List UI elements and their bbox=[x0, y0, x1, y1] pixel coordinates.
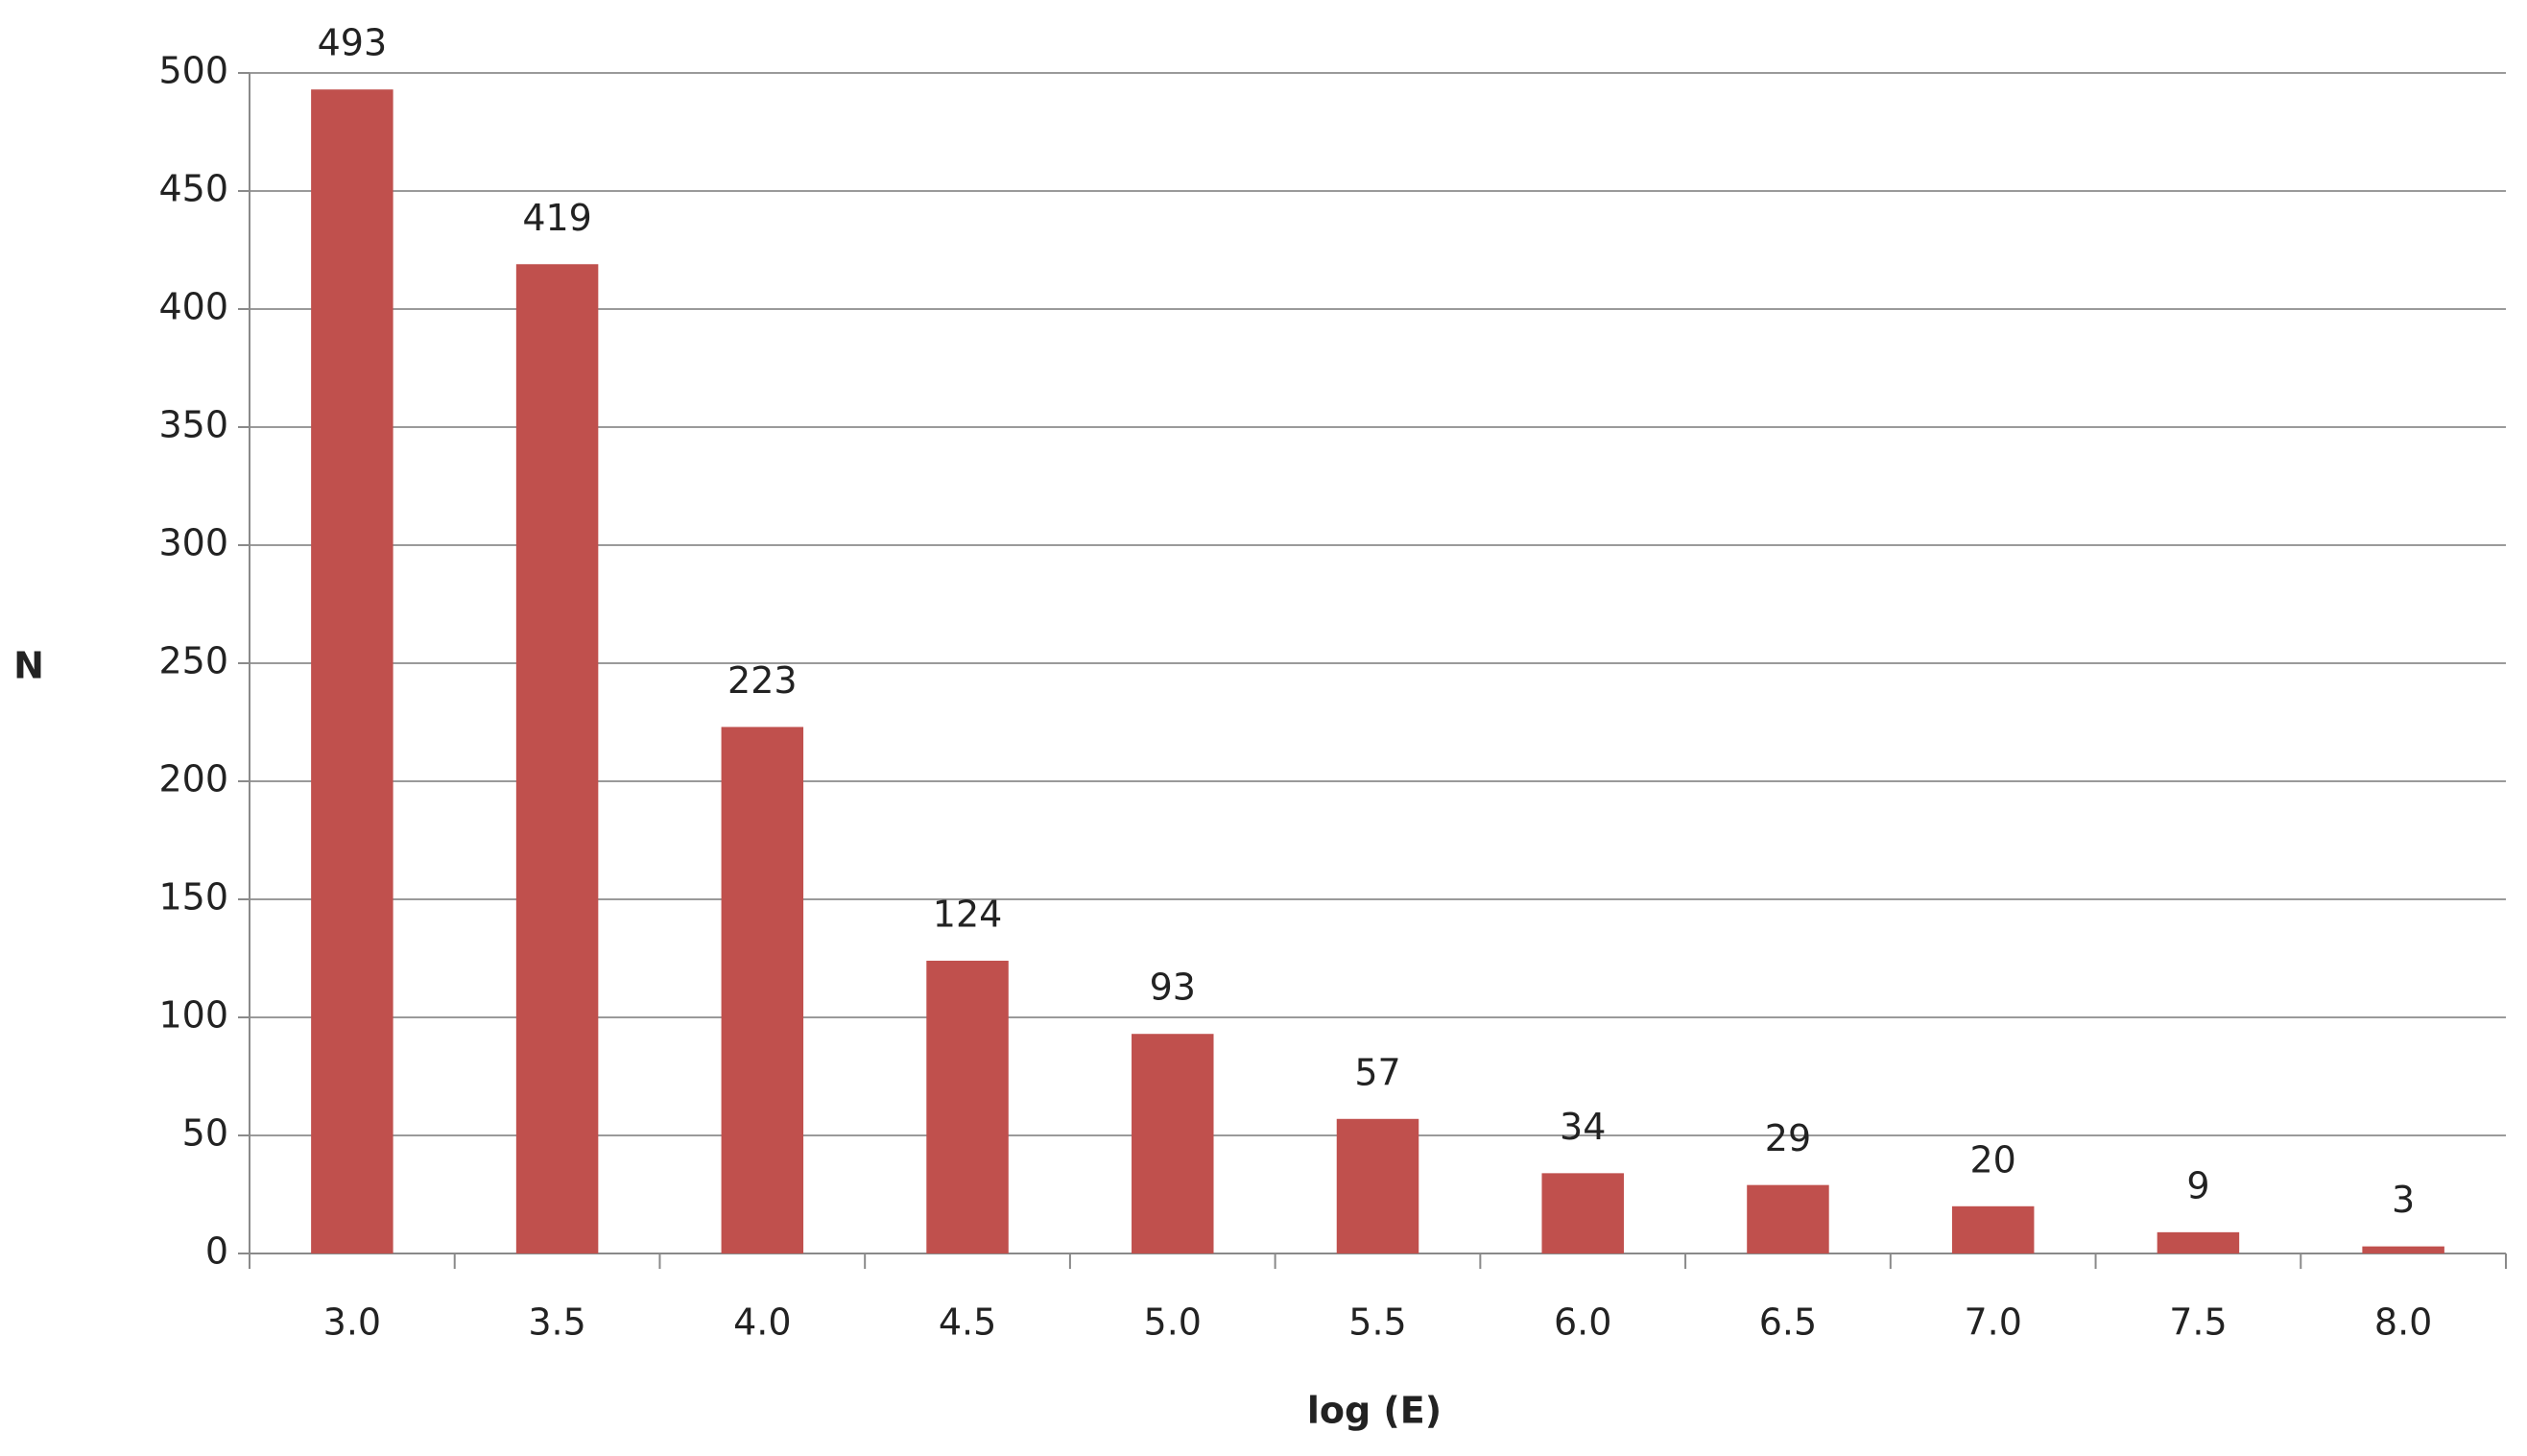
data-label: 124 bbox=[933, 893, 1003, 935]
data-label: 20 bbox=[1970, 1138, 2016, 1181]
data-label: 419 bbox=[522, 197, 592, 239]
x-tick-label: 7.0 bbox=[1964, 1301, 2021, 1344]
bar bbox=[1336, 1118, 1419, 1253]
y-tick-label: 0 bbox=[205, 1230, 228, 1273]
y-tick-label: 150 bbox=[158, 876, 228, 919]
x-tick-label: 6.5 bbox=[1759, 1301, 1817, 1344]
bar bbox=[1132, 1034, 1214, 1253]
y-tick-label: 500 bbox=[158, 50, 228, 92]
bar bbox=[515, 264, 599, 1253]
x-tick-label: 8.0 bbox=[2374, 1301, 2432, 1344]
x-tick-label: 3.0 bbox=[323, 1301, 381, 1344]
data-label: 34 bbox=[1560, 1106, 1606, 1148]
y-tick-label: 100 bbox=[158, 994, 228, 1037]
data-label: 57 bbox=[1354, 1051, 1400, 1093]
bar bbox=[1951, 1205, 2035, 1253]
bar bbox=[1541, 1173, 1624, 1253]
y-tick-label: 400 bbox=[158, 286, 228, 328]
x-tick-label: 4.5 bbox=[939, 1301, 996, 1344]
bar bbox=[2362, 1246, 2444, 1253]
x-axis-title: log (E) bbox=[1307, 1390, 1442, 1432]
y-tick-label: 250 bbox=[158, 640, 228, 682]
y-tick-label: 350 bbox=[158, 404, 228, 446]
y-tick-label: 50 bbox=[182, 1112, 228, 1155]
x-tick-label: 5.0 bbox=[1144, 1301, 1202, 1344]
x-tick-label: 3.5 bbox=[528, 1301, 585, 1344]
data-label: 93 bbox=[1150, 967, 1196, 1009]
x-tick-label: 5.5 bbox=[1348, 1301, 1406, 1344]
x-tick-label: 6.0 bbox=[1554, 1301, 1611, 1344]
bar bbox=[2157, 1231, 2240, 1253]
bar bbox=[311, 89, 393, 1254]
y-tick-label: 300 bbox=[158, 522, 228, 564]
x-tick-label: 7.5 bbox=[2169, 1301, 2227, 1344]
data-label: 3 bbox=[2392, 1179, 2415, 1221]
bar bbox=[721, 727, 804, 1253]
y-tick-label: 200 bbox=[158, 758, 228, 800]
y-tick-label: 450 bbox=[158, 168, 228, 210]
x-tick-label: 4.0 bbox=[733, 1301, 791, 1344]
bar bbox=[1747, 1184, 1829, 1253]
bar bbox=[926, 960, 1009, 1253]
y-axis-title: N bbox=[13, 645, 44, 687]
data-label: 493 bbox=[318, 22, 388, 64]
data-label: 223 bbox=[727, 659, 798, 702]
data-label: 9 bbox=[2186, 1164, 2209, 1206]
data-label: 29 bbox=[1765, 1117, 1811, 1159]
